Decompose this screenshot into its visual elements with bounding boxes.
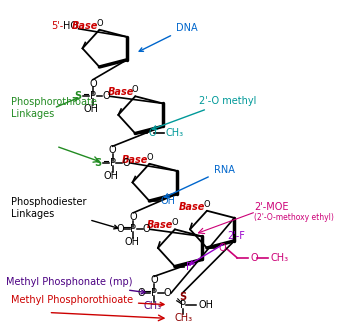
- Text: Methyl Phosphonate (mp): Methyl Phosphonate (mp): [6, 277, 145, 294]
- Text: F: F: [186, 262, 192, 272]
- Text: HO: HO: [63, 21, 78, 31]
- Text: O: O: [96, 19, 103, 28]
- Text: O: O: [218, 243, 226, 253]
- Text: OH: OH: [199, 300, 214, 310]
- Text: O: O: [132, 85, 139, 94]
- Text: 2'-O methyl: 2'-O methyl: [153, 96, 257, 130]
- Text: S: S: [74, 91, 81, 101]
- Text: O: O: [148, 128, 156, 138]
- Text: O: O: [109, 145, 117, 155]
- Text: OH: OH: [103, 171, 118, 181]
- Text: P: P: [131, 224, 136, 234]
- Text: CH₃: CH₃: [165, 128, 184, 138]
- Text: Base: Base: [108, 87, 134, 97]
- Text: DNA: DNA: [139, 23, 198, 51]
- Text: 2'-F: 2'-F: [190, 231, 246, 264]
- Text: O: O: [89, 79, 97, 89]
- Text: 5'-: 5'-: [51, 21, 64, 31]
- Text: (2'-O-methoxy ethyl): (2'-O-methoxy ethyl): [254, 213, 334, 222]
- Text: Base: Base: [147, 220, 173, 230]
- Text: O: O: [146, 153, 153, 162]
- Text: O: O: [137, 288, 145, 298]
- Text: OH: OH: [161, 196, 176, 206]
- Text: O: O: [122, 158, 130, 168]
- Text: CH₃: CH₃: [174, 313, 192, 323]
- Text: Phosphodiester
Linkages: Phosphodiester Linkages: [11, 197, 118, 229]
- Text: P: P: [90, 91, 96, 101]
- Text: Phosphorothioate
Linkages: Phosphorothioate Linkages: [11, 97, 97, 119]
- Text: OH: OH: [83, 104, 98, 114]
- Text: O: O: [150, 275, 158, 285]
- Text: RNA: RNA: [165, 165, 235, 197]
- Text: Base: Base: [122, 155, 148, 165]
- Text: Base: Base: [72, 21, 98, 31]
- Text: CH₃: CH₃: [143, 301, 161, 311]
- Text: O: O: [143, 224, 150, 234]
- Text: O: O: [172, 218, 178, 227]
- Text: S: S: [94, 158, 101, 168]
- Text: O: O: [203, 200, 210, 209]
- Text: O: O: [117, 224, 124, 234]
- Text: OH: OH: [124, 237, 139, 247]
- Text: Methyl Phosphorothioate: Methyl Phosphorothioate: [11, 295, 164, 306]
- Text: O: O: [250, 253, 258, 263]
- Text: P: P: [110, 158, 116, 168]
- Text: P: P: [180, 300, 186, 310]
- Text: O: O: [164, 288, 171, 298]
- Text: O: O: [129, 212, 137, 222]
- Text: P: P: [151, 288, 157, 298]
- Text: O: O: [102, 91, 110, 101]
- Text: CH₃: CH₃: [270, 253, 288, 263]
- Text: Base: Base: [179, 202, 205, 212]
- Text: 2'-MOE: 2'-MOE: [254, 202, 289, 212]
- Text: S: S: [179, 292, 186, 302]
